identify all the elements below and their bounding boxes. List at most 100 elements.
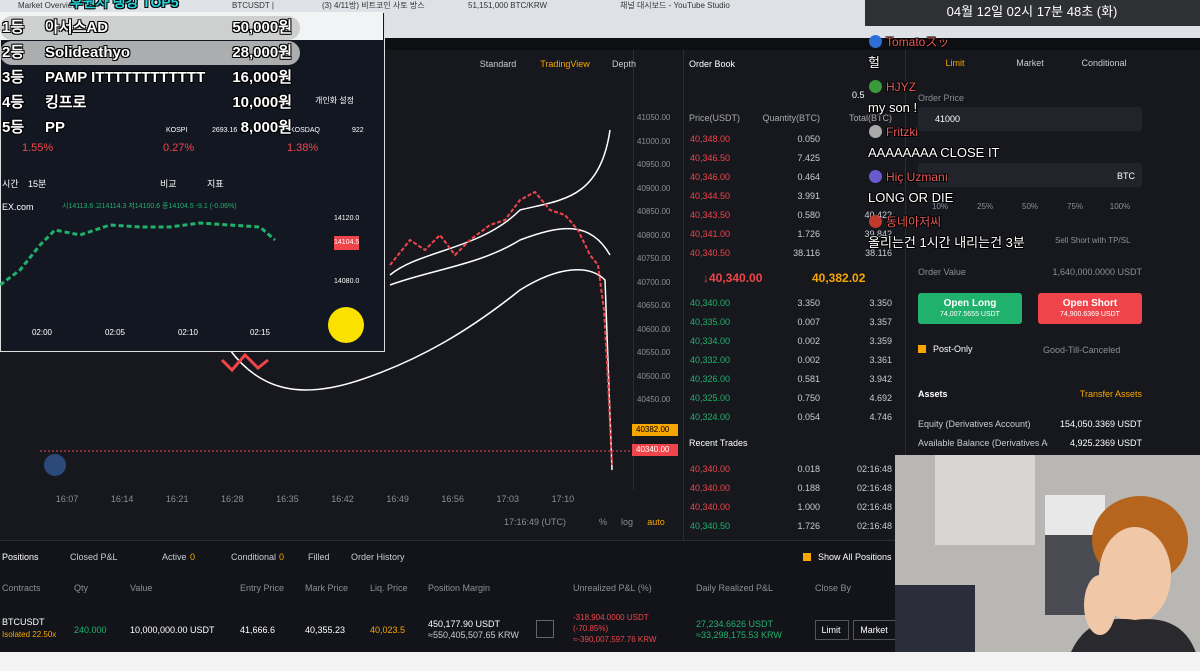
chat-avatar xyxy=(869,80,882,93)
positions-tab[interactable]: Filled xyxy=(308,552,330,562)
settings-button[interactable]: 개인화 설정 xyxy=(315,96,355,105)
tpsl-option[interactable]: Sell Short with TP/SL xyxy=(1055,236,1131,245)
book-qty: 0.002 xyxy=(797,336,820,346)
limit-close-button[interactable] xyxy=(815,620,849,640)
qty-input[interactable] xyxy=(918,163,1142,187)
open-long-button[interactable] xyxy=(918,293,1022,324)
book-total: 3.361 xyxy=(869,355,892,365)
mini-ohlc: 시14113.6 고14114.3 저14100.6 종14104.5 -9.1… xyxy=(62,203,237,210)
time-tick: 16:21 xyxy=(165,494,189,504)
price-tick: 40450.00 xyxy=(637,395,671,404)
time-tick: 16:28 xyxy=(221,494,244,504)
field-label: Equity (Derivatives Account) xyxy=(918,419,1031,429)
chart-view-tab[interactable]: TradingView xyxy=(540,59,590,69)
taskbar xyxy=(0,652,1200,671)
mini-chart xyxy=(0,221,276,287)
close-market[interactable]: Market xyxy=(860,625,888,635)
chat-user: 동네아저씨 xyxy=(886,215,942,229)
order-type-tab[interactable]: Conditional xyxy=(1081,58,1127,68)
mini-toolbar-item[interactable]: 비교 xyxy=(160,179,177,189)
price-axis xyxy=(633,50,682,490)
price-tick: 41000.00 xyxy=(637,136,671,146)
browser-tab[interactable]: Market Overview xyxy=(18,1,79,10)
chat-message: my son ! xyxy=(868,100,918,115)
mini-toolbar-item[interactable]: 지표 xyxy=(207,179,224,189)
price-tick: 40500.00 xyxy=(637,371,671,381)
close-limit[interactable]: Limit xyxy=(821,625,841,635)
book-total: 3.359 xyxy=(869,336,892,346)
mini-toolbar-item[interactable]: 15분 xyxy=(28,179,47,189)
percent-option[interactable]: 100% xyxy=(1109,202,1131,211)
book-price: 40,326.00 xyxy=(690,374,731,384)
price-input[interactable] xyxy=(918,107,1142,131)
percent-option[interactable]: 25% xyxy=(976,202,994,211)
rank: 5등 xyxy=(2,119,25,136)
column-header: Entry Price xyxy=(240,583,285,593)
chat-message: AAAAAAAA CLOSE IT xyxy=(868,145,1000,160)
chart-view-tab[interactable]: Standard xyxy=(479,59,517,69)
order-type-tab[interactable]: Limit xyxy=(945,58,965,68)
edit-button[interactable] xyxy=(536,620,554,638)
mini-symbol: EX.com xyxy=(2,202,34,212)
chat-user: HJYZ xyxy=(886,80,916,94)
book-qty: 3.350 xyxy=(797,298,820,308)
link[interactable]: Transfer Assets xyxy=(1079,389,1142,399)
percent-option[interactable]: 50% xyxy=(1021,202,1039,211)
browser-tab[interactable]: 51,151,000 BTC/KRW xyxy=(468,1,548,10)
book-price: 40,340.50 xyxy=(690,248,731,258)
chart-option[interactable]: log xyxy=(620,517,634,527)
book-qty: 0.750 xyxy=(797,393,820,403)
chart-option[interactable]: auto xyxy=(647,517,665,527)
checkbox[interactable] xyxy=(803,553,811,561)
order-type-tab[interactable]: Market xyxy=(1016,58,1044,68)
candles xyxy=(220,352,269,373)
chart-view-tab[interactable]: Depth xyxy=(611,59,637,69)
checkbox[interactable] xyxy=(918,345,926,353)
book-price: 40,348.00 xyxy=(690,134,731,144)
chat-button[interactable] xyxy=(328,307,364,343)
book-price: 40,334.00 xyxy=(690,336,731,346)
mini-time: 02:00 xyxy=(31,328,53,337)
percent-option[interactable]: 75% xyxy=(1066,202,1084,211)
unrealized-pct: (-70.85%) xyxy=(573,624,609,633)
positions-tab[interactable]: Order History xyxy=(351,552,405,562)
browser-tab[interactable]: (3) 4/11방) 비트코인 사토 방스 xyxy=(322,1,425,10)
price-tick: 40800.00 xyxy=(637,230,671,240)
column-header: Value xyxy=(130,583,153,593)
chart-clock: 17:16:49 (UTC) xyxy=(503,517,567,527)
symbol: BTCUSDT xyxy=(2,617,45,627)
positions-tab[interactable]: Positions xyxy=(2,552,39,562)
column-header: Liq. Price xyxy=(370,583,408,593)
donor: Solideathyo xyxy=(45,44,131,61)
position-margin-krw: ≈550,405,507.65 KRW xyxy=(428,630,519,640)
positions-tab[interactable]: Active xyxy=(162,552,187,562)
trade-time: 02:16:48 xyxy=(856,521,892,531)
chart-option[interactable]: % xyxy=(598,517,608,527)
column-header: Contracts xyxy=(2,583,41,593)
index-value: 922 xyxy=(352,127,364,134)
browser-tab[interactable]: BTCUSDT | xyxy=(232,1,274,10)
book-qty: 0.050 xyxy=(797,134,820,144)
open-short-button[interactable] xyxy=(1038,293,1142,324)
browser-tab[interactable]: 채널 대시보드 - YouTube Studio xyxy=(620,1,730,10)
price-tick: 40750.00 xyxy=(637,254,671,263)
chat-user: Fritzki xyxy=(886,125,918,139)
mini-window xyxy=(0,12,385,352)
rank: 4등 xyxy=(2,94,25,111)
price-tick: 40850.00 xyxy=(637,207,671,216)
dropdown[interactable]: Good-Till-Canceled xyxy=(1043,345,1121,355)
book-total: 39.842 xyxy=(864,229,892,239)
book-price: 40,346.00 xyxy=(690,172,731,182)
positions-tab[interactable]: Closed P&L xyxy=(70,552,118,562)
amount: 28,000원 xyxy=(232,44,292,61)
percent-option[interactable]: 10% xyxy=(931,202,949,211)
column-header: Total(BTC) xyxy=(848,113,892,123)
chat-avatar xyxy=(869,125,882,138)
mark-price: 40,355.23 xyxy=(305,625,346,635)
positions-tab[interactable]: Conditional xyxy=(231,552,277,562)
index-change: 1.38% xyxy=(287,142,319,154)
field-label: Order Value xyxy=(918,267,966,277)
mini-toolbar-item[interactable]: 시간 xyxy=(2,179,19,189)
book-qty: 38.116 xyxy=(793,248,820,258)
index-name: KOSPI xyxy=(166,127,188,134)
